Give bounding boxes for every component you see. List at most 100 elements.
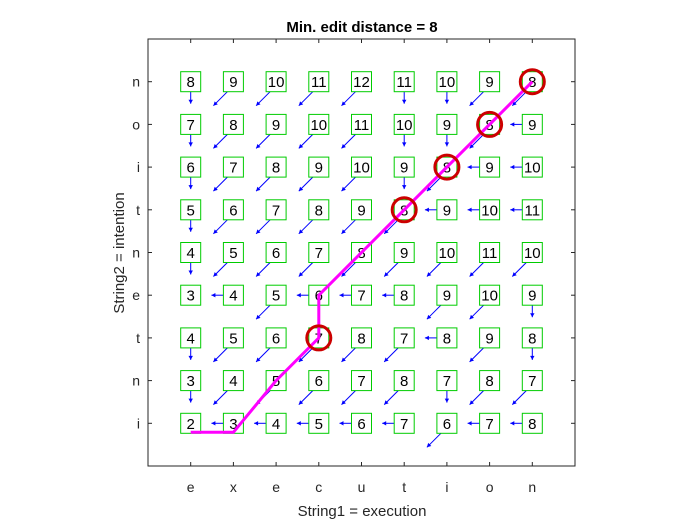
backtrace-arrowhead (510, 164, 515, 170)
backtrace-arrowhead (469, 400, 474, 405)
circle-layer (305, 68, 546, 352)
x-tick-label: e (187, 479, 195, 495)
backtrace-arrowhead (298, 186, 304, 192)
backtrace-arrowhead (469, 101, 474, 106)
x-tick-label: o (486, 479, 494, 495)
backtrace-arrowhead (469, 357, 474, 362)
cell-box (265, 327, 287, 349)
cell-value: 5 (315, 416, 323, 433)
cell-box (521, 370, 543, 392)
cell-value: 9 (528, 117, 536, 134)
cell-box (436, 412, 458, 434)
cell-value: 8 (357, 330, 365, 347)
x-tick-label: i (445, 479, 448, 495)
backtrace-arrowhead (296, 293, 301, 298)
backtrace-arrowhead (188, 142, 193, 147)
cell-box (393, 284, 415, 306)
cell-value: 7 (315, 245, 323, 262)
cell-value: 3 (187, 373, 195, 390)
cell-box (436, 113, 458, 135)
cell-value: 5 (229, 245, 237, 262)
cell-value: 10 (524, 160, 541, 177)
cell-box (393, 113, 415, 135)
backtrace-arrowhead (213, 400, 218, 405)
cell-value: 9 (400, 160, 408, 177)
arrow-layer (188, 90, 535, 448)
cell-value: 8 (229, 117, 237, 134)
cell-box (265, 242, 287, 263)
backtrace-arrowhead (469, 272, 474, 277)
cell-box (479, 370, 501, 392)
backtrace-arrowhead (510, 122, 515, 127)
backtrace-arrowhead (341, 229, 346, 234)
x-tick-label: u (358, 479, 366, 495)
cell-box (436, 199, 458, 221)
cell-value: 8 (485, 373, 493, 390)
cell-value: 8 (187, 74, 195, 91)
cell-box (351, 412, 372, 434)
cell-box (180, 199, 202, 221)
cell-value: 9 (528, 288, 536, 305)
backtrace-arrowhead (188, 355, 193, 360)
backtrace-arrowhead (341, 186, 346, 192)
cell-value: 9 (443, 117, 451, 134)
backtrace-arrowhead (213, 357, 218, 362)
backtrace-arrowhead (213, 272, 218, 277)
backtrace-arrowhead (213, 101, 218, 106)
backtrace-arrowhead (384, 400, 389, 405)
cell-box (180, 113, 202, 135)
cell-value: 8 (315, 202, 323, 219)
backtrace-arrowhead (298, 229, 304, 234)
backtrace-arrowhead (467, 207, 472, 212)
backtrace-arrowhead (384, 272, 389, 277)
y-tick-label: n (132, 245, 140, 261)
cell-box (479, 199, 501, 221)
cell-box (222, 156, 244, 178)
cell-box (479, 412, 501, 434)
cell-box (265, 199, 287, 221)
cell-value: 10 (481, 202, 498, 219)
cell-box (222, 199, 244, 221)
cell-value: 11 (396, 74, 412, 91)
cell-box (393, 71, 415, 93)
cell-box (180, 156, 202, 178)
backtrace-arrowhead (424, 335, 429, 341)
cell-layer: 2 3 4 5 6 7 6 7 8 3 4 5 6 7 8 7 8 7 4 5 6 7 8 7 8 9 8 3 4 5 6 7 8 9 10 9 4 5 6… (180, 71, 543, 434)
cell-box (351, 71, 372, 93)
cell-box (351, 156, 372, 178)
cell-box (265, 113, 287, 135)
backtrace-arrowhead (341, 400, 346, 405)
backtrace-arrowhead (426, 272, 432, 277)
y-tick-label: i (137, 415, 140, 431)
backtrace-arrowhead (213, 229, 218, 234)
cell-value: 11 (311, 74, 327, 91)
axis-ticks: e x e c u t i o n i n t e n t i o n (132, 39, 575, 495)
y-tick-label: n (132, 373, 140, 389)
cell-box (222, 327, 244, 349)
backtrace-arrowhead (298, 144, 304, 149)
cell-box (351, 284, 372, 306)
path-layer (190, 80, 534, 434)
backtrace-arrowhead (341, 144, 346, 149)
backtrace-arrowhead (444, 142, 450, 147)
cell-box (180, 242, 202, 263)
cell-value: 4 (229, 373, 237, 390)
backtrace-arrowhead (384, 357, 389, 362)
backtrace-arrowhead (256, 229, 261, 234)
cell-value: 7 (357, 288, 365, 305)
cell-value: 5 (187, 202, 195, 219)
cell-value: 9 (443, 202, 451, 219)
cell-box (265, 156, 287, 178)
backtrace-arrowhead (467, 164, 472, 170)
cell-value: 3 (229, 416, 237, 433)
chart-title: Min. edit distance = 8 (286, 19, 437, 36)
cell-box (479, 71, 501, 93)
cell-value: 10 (310, 117, 327, 134)
y-tick-label: t (136, 202, 140, 218)
cell-value: 9 (229, 74, 237, 91)
x-tick-label: e (272, 479, 280, 495)
backtrace-arrowhead (424, 207, 429, 212)
cell-value: 8 (528, 416, 536, 433)
backtrace-arrowhead (341, 101, 346, 106)
cell-box (393, 242, 415, 263)
